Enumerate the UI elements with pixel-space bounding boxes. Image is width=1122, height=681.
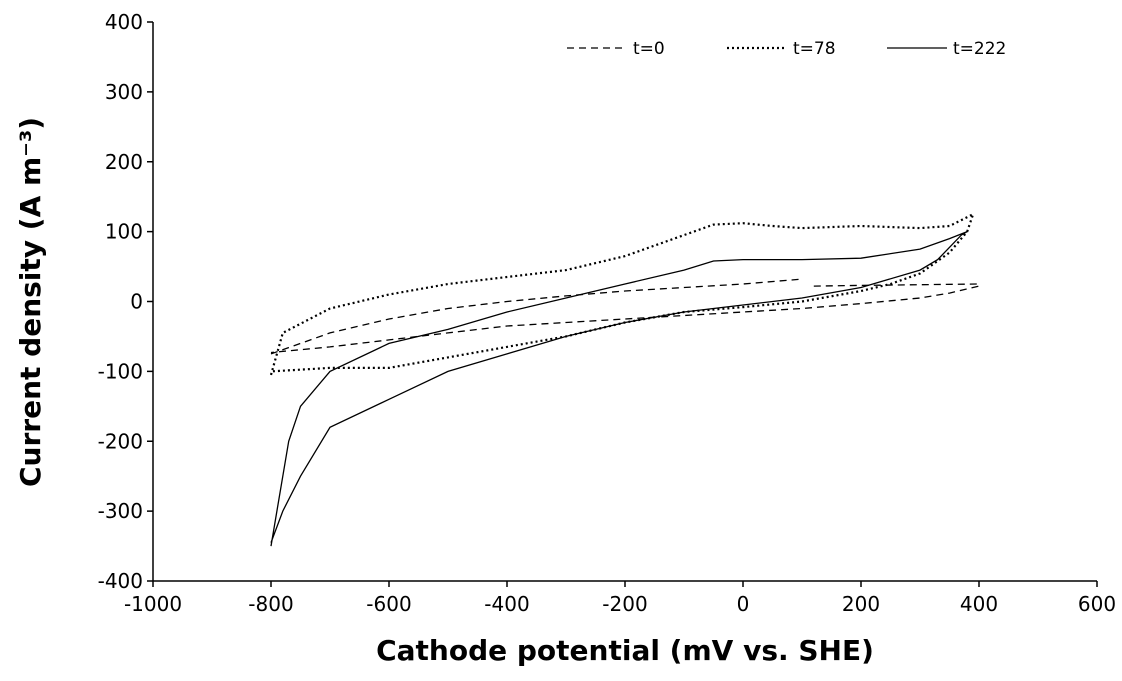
x-tick-label: 0 <box>737 592 750 616</box>
x-tick-label: 400 <box>960 592 998 616</box>
x-axis-title: Cathode potential (mV vs. SHE) <box>376 634 874 667</box>
y-tick-label: 200 <box>105 150 143 174</box>
y-tick-label: 300 <box>105 80 143 104</box>
y-tick-label: -300 <box>98 499 143 523</box>
series-line <box>270 278 980 355</box>
x-tick-label: 600 <box>1078 592 1116 616</box>
y-tick-label: -200 <box>98 429 143 453</box>
y-axis-title: Current density (A m⁻³) <box>14 117 47 487</box>
series-line <box>269 212 976 376</box>
y-tick-label: -400 <box>98 569 143 593</box>
legend-label: t=0 <box>633 39 665 59</box>
y-tick-label: -100 <box>98 359 143 383</box>
x-tick-label: -600 <box>366 592 411 616</box>
legend-label: t=78 <box>793 39 836 59</box>
x-tick-label: -400 <box>484 592 529 616</box>
x-tick-label: -200 <box>602 592 647 616</box>
x-tick-label: -1000 <box>124 592 182 616</box>
legend-label: t=222 <box>953 39 1006 59</box>
y-tick-label: 400 <box>105 10 143 34</box>
series-line <box>270 230 968 547</box>
y-tick-label: 100 <box>105 220 143 244</box>
x-tick-label: 200 <box>842 592 880 616</box>
x-tick-label: -800 <box>248 592 293 616</box>
y-tick-label: 0 <box>130 290 143 314</box>
